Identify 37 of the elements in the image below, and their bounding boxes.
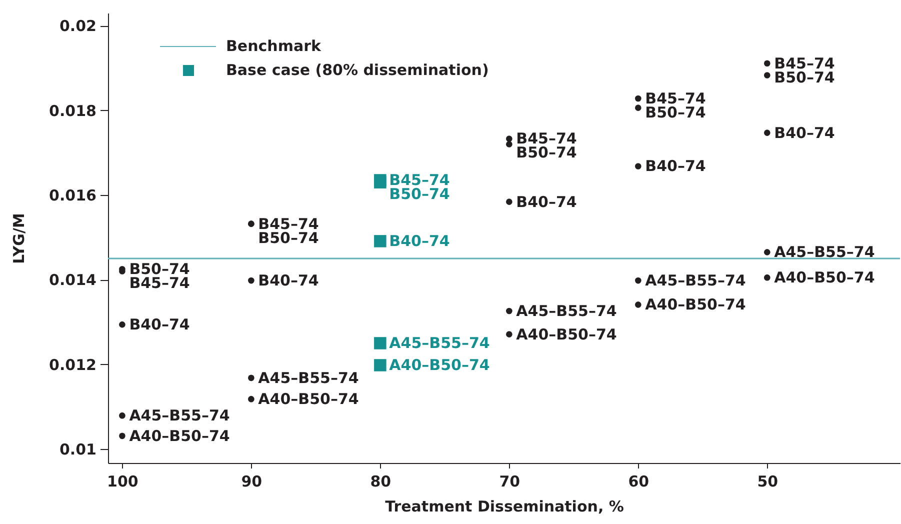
x-axis-title: Treatment Dissemination, %	[385, 498, 624, 516]
x-tick-label: 80	[370, 472, 392, 490]
data-label: B50–74	[645, 104, 706, 122]
data-label: B40–74	[516, 192, 577, 211]
legend-label: Benchmark	[226, 37, 321, 55]
y-tick-label: 0.01	[59, 440, 96, 459]
data-label: A45–B55–74	[129, 406, 230, 425]
x-tick-label: 90	[241, 472, 262, 490]
data-label: A45–B55–74	[258, 368, 359, 387]
data-label: A45–B55–74	[516, 302, 617, 320]
y-axis-title: LYG/M	[10, 213, 28, 264]
data-label: A40–B50–74	[389, 356, 490, 374]
data-label: B40–74	[645, 157, 706, 176]
data-label: A40–B50–74	[516, 325, 617, 344]
x-tick-label: 60	[628, 472, 650, 490]
x-tick-label: 50	[757, 472, 778, 490]
y-tick-label: 0.014	[49, 271, 96, 290]
data-label: A40–B50–74	[645, 296, 746, 314]
data-label: B50–74	[389, 185, 450, 204]
x-tick-label: 70	[499, 472, 520, 490]
y-tick-label: 0.018	[49, 102, 96, 120]
data-label: A40–B50–74	[129, 426, 230, 445]
data-label: B50–74	[516, 144, 577, 162]
data-label: A45–B55–74	[389, 334, 490, 352]
y-tick-label: 0.016	[49, 186, 96, 205]
x-tick-label: 100	[107, 472, 138, 490]
y-tick-label: 0.02	[59, 17, 96, 36]
data-label: A45–B55–74	[645, 272, 746, 290]
data-label: B40–74	[129, 316, 190, 334]
data-label: A40–B50–74	[258, 390, 359, 408]
data-label: B40–74	[389, 232, 450, 250]
y-tick-label: 0.012	[49, 356, 96, 374]
data-label: A45–B55–74	[774, 243, 875, 262]
data-label: B40–74	[258, 272, 319, 290]
legend-label: Base case (80% dissemination)	[226, 61, 489, 79]
data-label: A40–B50–74	[774, 268, 875, 287]
data-label: B40–74	[774, 124, 835, 142]
